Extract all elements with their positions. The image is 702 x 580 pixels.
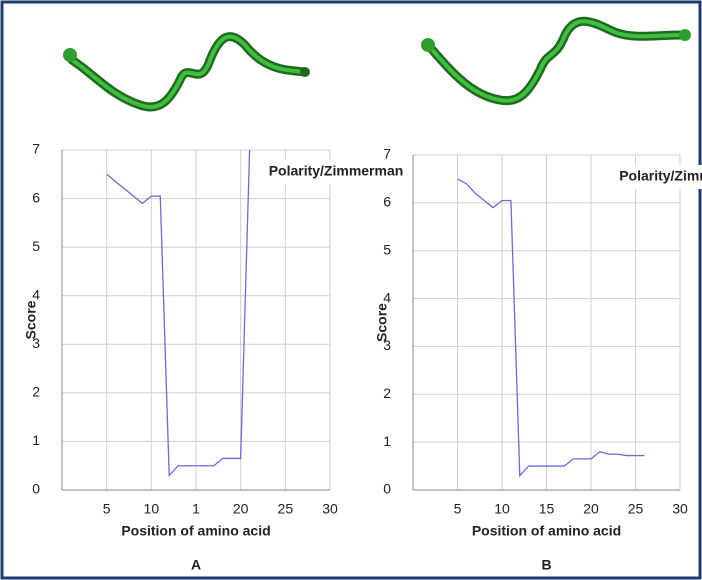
title-background — [251, 160, 421, 184]
x-tick-label: 20 — [583, 501, 599, 517]
x-tick-label: 30 — [322, 501, 338, 517]
y-tick-label: 3 — [32, 335, 40, 351]
x-tick-label: 5 — [103, 501, 111, 517]
x-tick-label: 10 — [494, 501, 510, 517]
y-tick-label: 2 — [32, 384, 40, 400]
panel-label: B — [541, 557, 551, 573]
y-tick-label: 7 — [32, 141, 40, 157]
y-tick-label: 2 — [383, 385, 391, 401]
panel-label: A — [191, 557, 201, 573]
protein-structure-b — [421, 16, 691, 106]
y-tick-label: 6 — [383, 194, 391, 210]
x-tick-label: 20 — [233, 501, 249, 517]
x-axis-label: Position of amino acid — [472, 523, 621, 539]
data-line — [106, 149, 251, 478]
chart-title: Polarity/Zimmerman — [269, 163, 404, 179]
x-axis-label: Position of amino acid — [121, 523, 270, 539]
y-tick-label: 5 — [383, 241, 391, 257]
x-tick-label: 1 — [192, 501, 200, 517]
y-tick-label: 5 — [32, 238, 40, 254]
y-tick-label: 4 — [32, 286, 40, 302]
y-tick-label: 0 — [383, 481, 391, 497]
y-tick-label: 1 — [32, 432, 40, 448]
x-tick-label: 10 — [144, 501, 160, 517]
y-tick-label: 7 — [383, 146, 391, 162]
x-tick-label: 5 — [454, 501, 462, 517]
y-tick-label: 6 — [32, 189, 40, 205]
chart-title: Polarity/Zimmerman — [619, 168, 702, 184]
protein-structure-a — [63, 32, 310, 112]
y-tick-label: 3 — [383, 337, 391, 353]
y-axis-label: Score — [374, 303, 390, 342]
data-line — [457, 178, 645, 478]
x-tick-label: 25 — [628, 501, 644, 517]
x-tick-label: 25 — [278, 501, 294, 517]
y-tick-label: 1 — [383, 433, 391, 449]
y-axis-label: Score — [23, 300, 39, 339]
title-background — [601, 165, 702, 189]
y-tick-label: 4 — [383, 289, 391, 305]
x-tick-label: 15 — [539, 501, 555, 517]
x-tick-label: 30 — [672, 501, 688, 517]
y-tick-label: 0 — [32, 481, 40, 497]
